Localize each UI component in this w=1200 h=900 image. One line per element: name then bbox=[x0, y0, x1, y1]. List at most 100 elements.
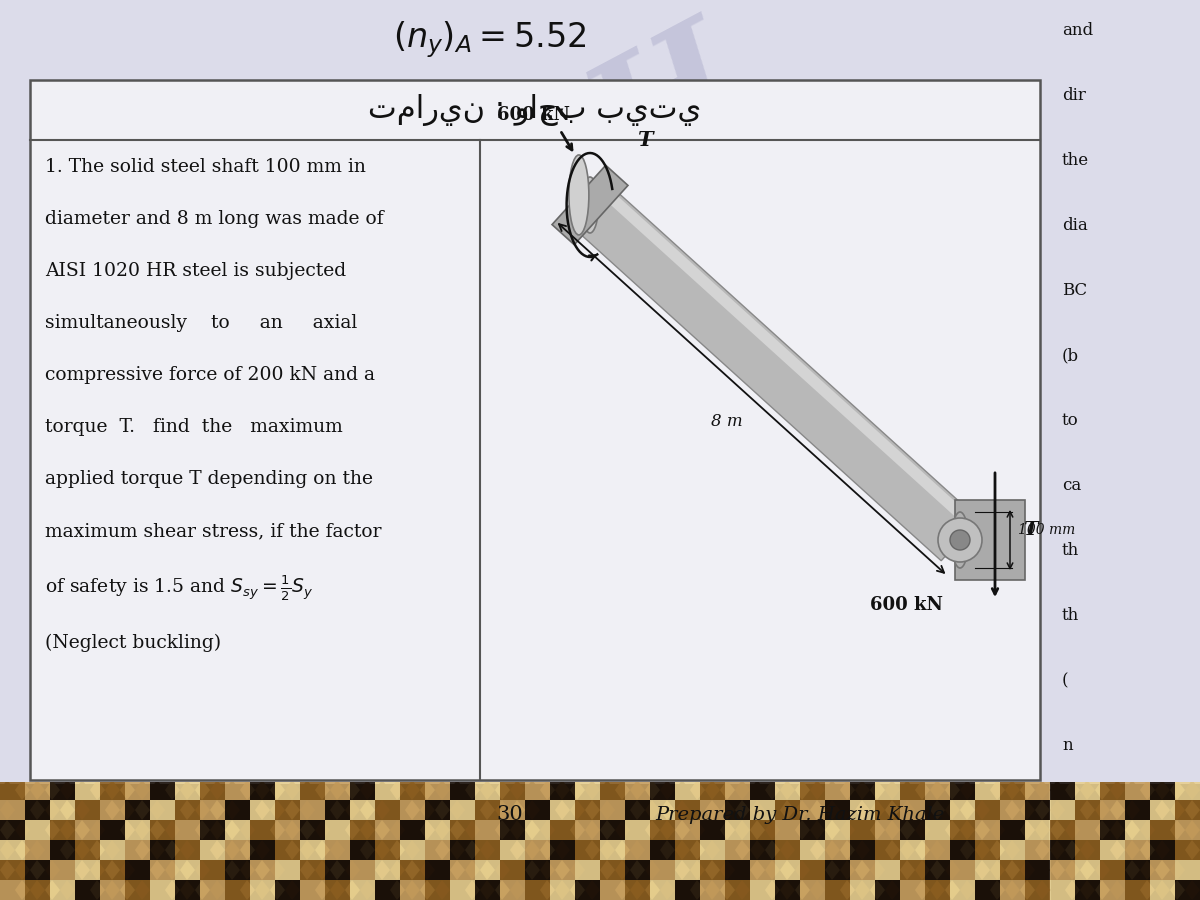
Bar bbox=[1126, 840, 1150, 860]
Bar bbox=[125, 820, 150, 840]
Bar bbox=[850, 800, 875, 820]
Polygon shape bbox=[14, 820, 30, 840]
Bar bbox=[575, 860, 600, 880]
Bar bbox=[1000, 782, 1025, 800]
Bar bbox=[600, 820, 625, 840]
Polygon shape bbox=[1154, 840, 1170, 860]
Polygon shape bbox=[46, 820, 60, 840]
Polygon shape bbox=[870, 820, 886, 840]
Polygon shape bbox=[690, 780, 706, 800]
Bar bbox=[50, 860, 74, 880]
Bar bbox=[700, 820, 725, 840]
Polygon shape bbox=[1154, 800, 1170, 820]
Text: Dr. H: Dr. H bbox=[300, 9, 767, 352]
Polygon shape bbox=[194, 860, 210, 880]
Polygon shape bbox=[1126, 820, 1140, 840]
Bar bbox=[1150, 820, 1175, 840]
Bar bbox=[374, 840, 400, 860]
Bar bbox=[850, 840, 875, 860]
Bar bbox=[425, 880, 450, 900]
Bar bbox=[350, 880, 374, 900]
Bar bbox=[1000, 860, 1025, 880]
Bar bbox=[200, 820, 226, 840]
Polygon shape bbox=[766, 820, 780, 840]
Polygon shape bbox=[286, 800, 300, 820]
Bar bbox=[226, 820, 250, 840]
Text: dir: dir bbox=[1062, 87, 1086, 104]
Polygon shape bbox=[466, 820, 480, 840]
Polygon shape bbox=[420, 840, 436, 860]
Polygon shape bbox=[674, 800, 690, 820]
Polygon shape bbox=[526, 820, 540, 840]
Polygon shape bbox=[360, 780, 374, 800]
Polygon shape bbox=[734, 780, 750, 800]
Polygon shape bbox=[420, 800, 436, 820]
Polygon shape bbox=[552, 166, 628, 245]
Polygon shape bbox=[870, 800, 886, 820]
Polygon shape bbox=[134, 820, 150, 840]
Polygon shape bbox=[300, 840, 314, 860]
Polygon shape bbox=[120, 800, 134, 820]
Bar bbox=[425, 860, 450, 880]
Bar bbox=[0, 840, 25, 860]
Bar bbox=[925, 840, 950, 860]
Polygon shape bbox=[826, 800, 840, 820]
Polygon shape bbox=[1050, 820, 1066, 840]
Polygon shape bbox=[314, 800, 330, 820]
Bar bbox=[575, 800, 600, 820]
Polygon shape bbox=[930, 780, 946, 800]
Polygon shape bbox=[854, 800, 870, 820]
Bar bbox=[1100, 860, 1126, 880]
Polygon shape bbox=[180, 780, 194, 800]
Polygon shape bbox=[360, 880, 374, 900]
Polygon shape bbox=[796, 880, 810, 900]
Polygon shape bbox=[990, 880, 1006, 900]
Bar bbox=[875, 860, 900, 880]
Bar bbox=[475, 840, 500, 860]
Bar bbox=[875, 782, 900, 800]
Bar bbox=[900, 800, 925, 820]
Polygon shape bbox=[0, 860, 14, 880]
Polygon shape bbox=[810, 840, 826, 860]
Bar bbox=[475, 820, 500, 840]
Polygon shape bbox=[570, 880, 586, 900]
Bar bbox=[800, 860, 826, 880]
Polygon shape bbox=[256, 800, 270, 820]
Bar bbox=[500, 880, 526, 900]
Polygon shape bbox=[750, 780, 766, 800]
Polygon shape bbox=[166, 800, 180, 820]
Bar bbox=[674, 800, 700, 820]
Bar bbox=[175, 860, 200, 880]
Bar bbox=[800, 782, 826, 800]
Text: to: to bbox=[1062, 412, 1079, 429]
Bar bbox=[600, 880, 625, 900]
Polygon shape bbox=[720, 820, 734, 840]
Bar bbox=[500, 840, 526, 860]
Polygon shape bbox=[750, 820, 766, 840]
Bar bbox=[175, 820, 200, 840]
Bar bbox=[1075, 800, 1100, 820]
Ellipse shape bbox=[569, 155, 589, 235]
Bar bbox=[575, 840, 600, 860]
Bar bbox=[1175, 840, 1200, 860]
Polygon shape bbox=[1006, 880, 1020, 900]
Polygon shape bbox=[406, 780, 420, 800]
Text: the: the bbox=[1062, 152, 1090, 169]
Polygon shape bbox=[1006, 800, 1020, 820]
Polygon shape bbox=[0, 880, 14, 900]
Polygon shape bbox=[826, 840, 840, 860]
Polygon shape bbox=[1110, 880, 1126, 900]
Polygon shape bbox=[286, 840, 300, 860]
Text: AISI 1020 HR steel is subjected: AISI 1020 HR steel is subjected bbox=[46, 262, 346, 280]
Bar bbox=[150, 880, 175, 900]
Polygon shape bbox=[286, 820, 300, 840]
Polygon shape bbox=[720, 800, 734, 820]
Bar bbox=[325, 880, 350, 900]
Bar bbox=[600, 860, 625, 880]
Bar bbox=[475, 860, 500, 880]
Polygon shape bbox=[1170, 840, 1186, 860]
Polygon shape bbox=[436, 780, 450, 800]
Polygon shape bbox=[496, 840, 510, 860]
Bar bbox=[625, 860, 650, 880]
Bar bbox=[1150, 840, 1175, 860]
